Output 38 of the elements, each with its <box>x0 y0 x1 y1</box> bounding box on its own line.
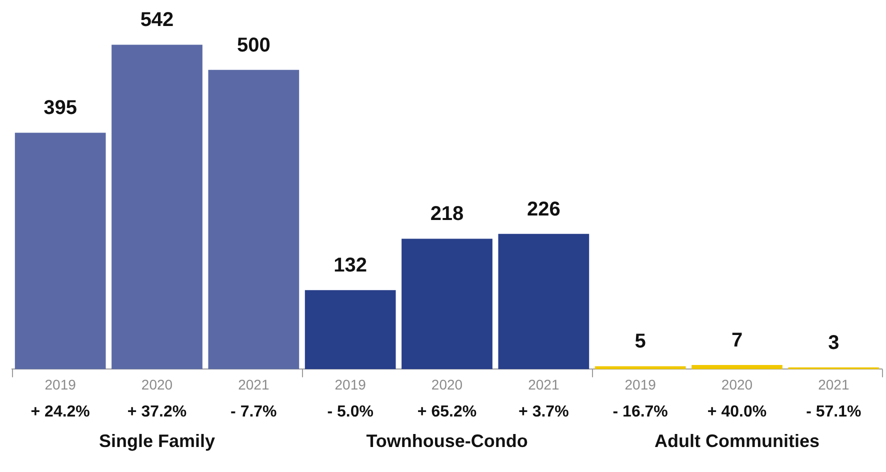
text: - 16.7% <box>612 404 668 421</box>
data-label: 226 <box>526 198 560 220</box>
text: + 3.7% <box>518 404 569 421</box>
text: Adult Communities <box>654 431 820 452</box>
data-label: 5 <box>634 330 646 353</box>
x-tick-label: 2020 <box>141 376 173 392</box>
data-label: 218 <box>430 203 464 226</box>
x-tick-label: 2020 <box>721 376 753 392</box>
x-tick-label: 2021 <box>528 376 560 392</box>
bar <box>498 234 590 370</box>
x-tick-label: 2020 <box>431 376 463 392</box>
bar <box>208 70 300 370</box>
data-label: 3 <box>828 332 840 354</box>
text: - 7.7% <box>230 404 277 421</box>
x-tick-label: 2019 <box>44 376 76 392</box>
data-label: 542 <box>140 9 174 32</box>
bar <box>14 132 106 370</box>
bar <box>112 44 202 370</box>
text: + 65.2% <box>417 404 477 421</box>
data-label: 7 <box>731 330 743 352</box>
data-label: 132 <box>334 254 368 277</box>
x-tick-label: 2021 <box>238 376 270 392</box>
bar <box>402 238 492 370</box>
data-label: 395 <box>44 97 78 120</box>
text: + 40.0% <box>707 404 767 421</box>
x-tick-label: 2019 <box>334 376 366 392</box>
x-tick-label: 2019 <box>624 376 656 392</box>
text: - 5.0% <box>327 404 374 421</box>
text: Townhouse-Condo <box>366 431 528 452</box>
bar <box>594 366 686 370</box>
bar <box>692 365 782 370</box>
text: - 57.1% <box>806 404 862 421</box>
text: Single Family <box>98 431 216 452</box>
text: + 24.2% <box>30 404 90 421</box>
data-label: 500 <box>236 34 270 56</box>
x-tick-label: 2021 <box>818 376 850 392</box>
text: + 37.2% <box>127 404 187 421</box>
bar <box>304 290 396 370</box>
